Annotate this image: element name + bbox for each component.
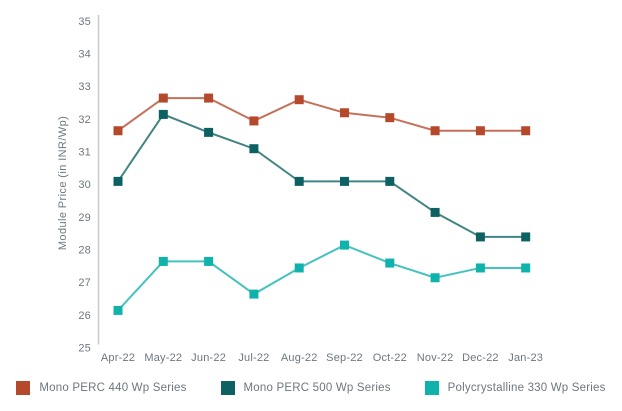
- data-point-marker: [340, 176, 349, 186]
- data-point-marker: [475, 126, 485, 136]
- series-line: [117, 113, 526, 238]
- chart-legend: Mono PERC 440 Wp Series Mono PERC 500 Wp…: [0, 381, 622, 395]
- y-tick-label: 26: [78, 310, 91, 322]
- data-point-marker: [385, 176, 395, 186]
- data-point-marker: [521, 232, 531, 242]
- legend-label: Polycrystalline 330 Wp Series: [447, 382, 606, 394]
- legend-swatch-icon: [220, 381, 235, 395]
- data-point-marker: [249, 144, 259, 154]
- x-tick-label: Jan-23: [508, 352, 543, 364]
- legend-swatch-icon: [424, 381, 439, 395]
- data-point-marker: [204, 127, 214, 137]
- data-point-marker: [113, 126, 123, 136]
- data-point-marker: [204, 93, 214, 103]
- y-tick-label: 34: [78, 48, 91, 60]
- data-point-marker: [385, 113, 395, 123]
- x-tick-label: May-22: [144, 352, 182, 364]
- legend-item-mono-perc-440: Mono PERC 440 Wp Series: [16, 381, 186, 395]
- x-tick-label: Oct-22: [373, 352, 407, 364]
- y-tick-label: 33: [78, 81, 91, 93]
- y-tick-label: 28: [78, 244, 91, 256]
- y-tick-label: 27: [78, 277, 91, 289]
- y-tick-label: 32: [78, 114, 91, 126]
- y-tick-label: 35: [78, 16, 91, 28]
- y-tick-label: 29: [78, 212, 91, 224]
- data-point-marker: [340, 240, 349, 250]
- data-point-marker: [204, 256, 214, 266]
- x-tick-label: Dec-22: [462, 352, 499, 364]
- y-tick-label: 30: [78, 179, 91, 191]
- data-point-marker: [294, 263, 304, 273]
- data-point-marker: [521, 126, 531, 136]
- data-point-marker: [249, 289, 259, 299]
- data-point-marker: [430, 126, 440, 136]
- price-trend-chart: 35 34 33 32 31 30 29 28 27 26 25 Apr-22 May-22 Jun-22…: [57, 15, 543, 364]
- legend-item-polycrystalline-330: Polycrystalline 330 Wp Series: [424, 381, 606, 395]
- data-point-marker: [294, 95, 304, 105]
- data-point-marker: [249, 116, 259, 126]
- data-point-marker: [158, 109, 168, 119]
- data-point-marker: [430, 273, 440, 283]
- data-point-marker: [521, 263, 531, 273]
- series-line: [117, 243, 526, 312]
- y-tick-label: 25: [78, 343, 91, 355]
- data-point-marker: [475, 232, 485, 242]
- data-point-marker: [158, 256, 168, 266]
- data-point-marker: [158, 93, 168, 103]
- data-point-marker: [113, 305, 123, 315]
- data-point-marker: [294, 176, 304, 186]
- series-line: [117, 97, 526, 132]
- x-tick-label: Jun-22: [191, 352, 226, 364]
- y-axis-title: Module Price (in INR/Wp): [57, 116, 69, 250]
- legend-label: Mono PERC 500 Wp Series: [243, 382, 391, 394]
- data-point-marker: [113, 176, 123, 186]
- legend-swatch-icon: [16, 381, 31, 395]
- y-tick-label: 31: [78, 146, 91, 158]
- data-point-marker: [430, 207, 440, 217]
- data-point-marker: [385, 258, 395, 268]
- x-tick-label: Aug-22: [281, 352, 318, 364]
- legend-item-mono-perc-500: Mono PERC 500 Wp Series: [220, 381, 391, 395]
- x-tick-label: Apr-22: [101, 352, 135, 364]
- x-tick-label: Jul-22: [238, 352, 269, 364]
- data-point-marker: [475, 263, 485, 273]
- x-tick-label: Sep-22: [326, 352, 363, 364]
- legend-label: Mono PERC 440 Wp Series: [39, 382, 187, 394]
- data-point-marker: [340, 108, 349, 118]
- x-tick-label: Nov-22: [417, 352, 454, 364]
